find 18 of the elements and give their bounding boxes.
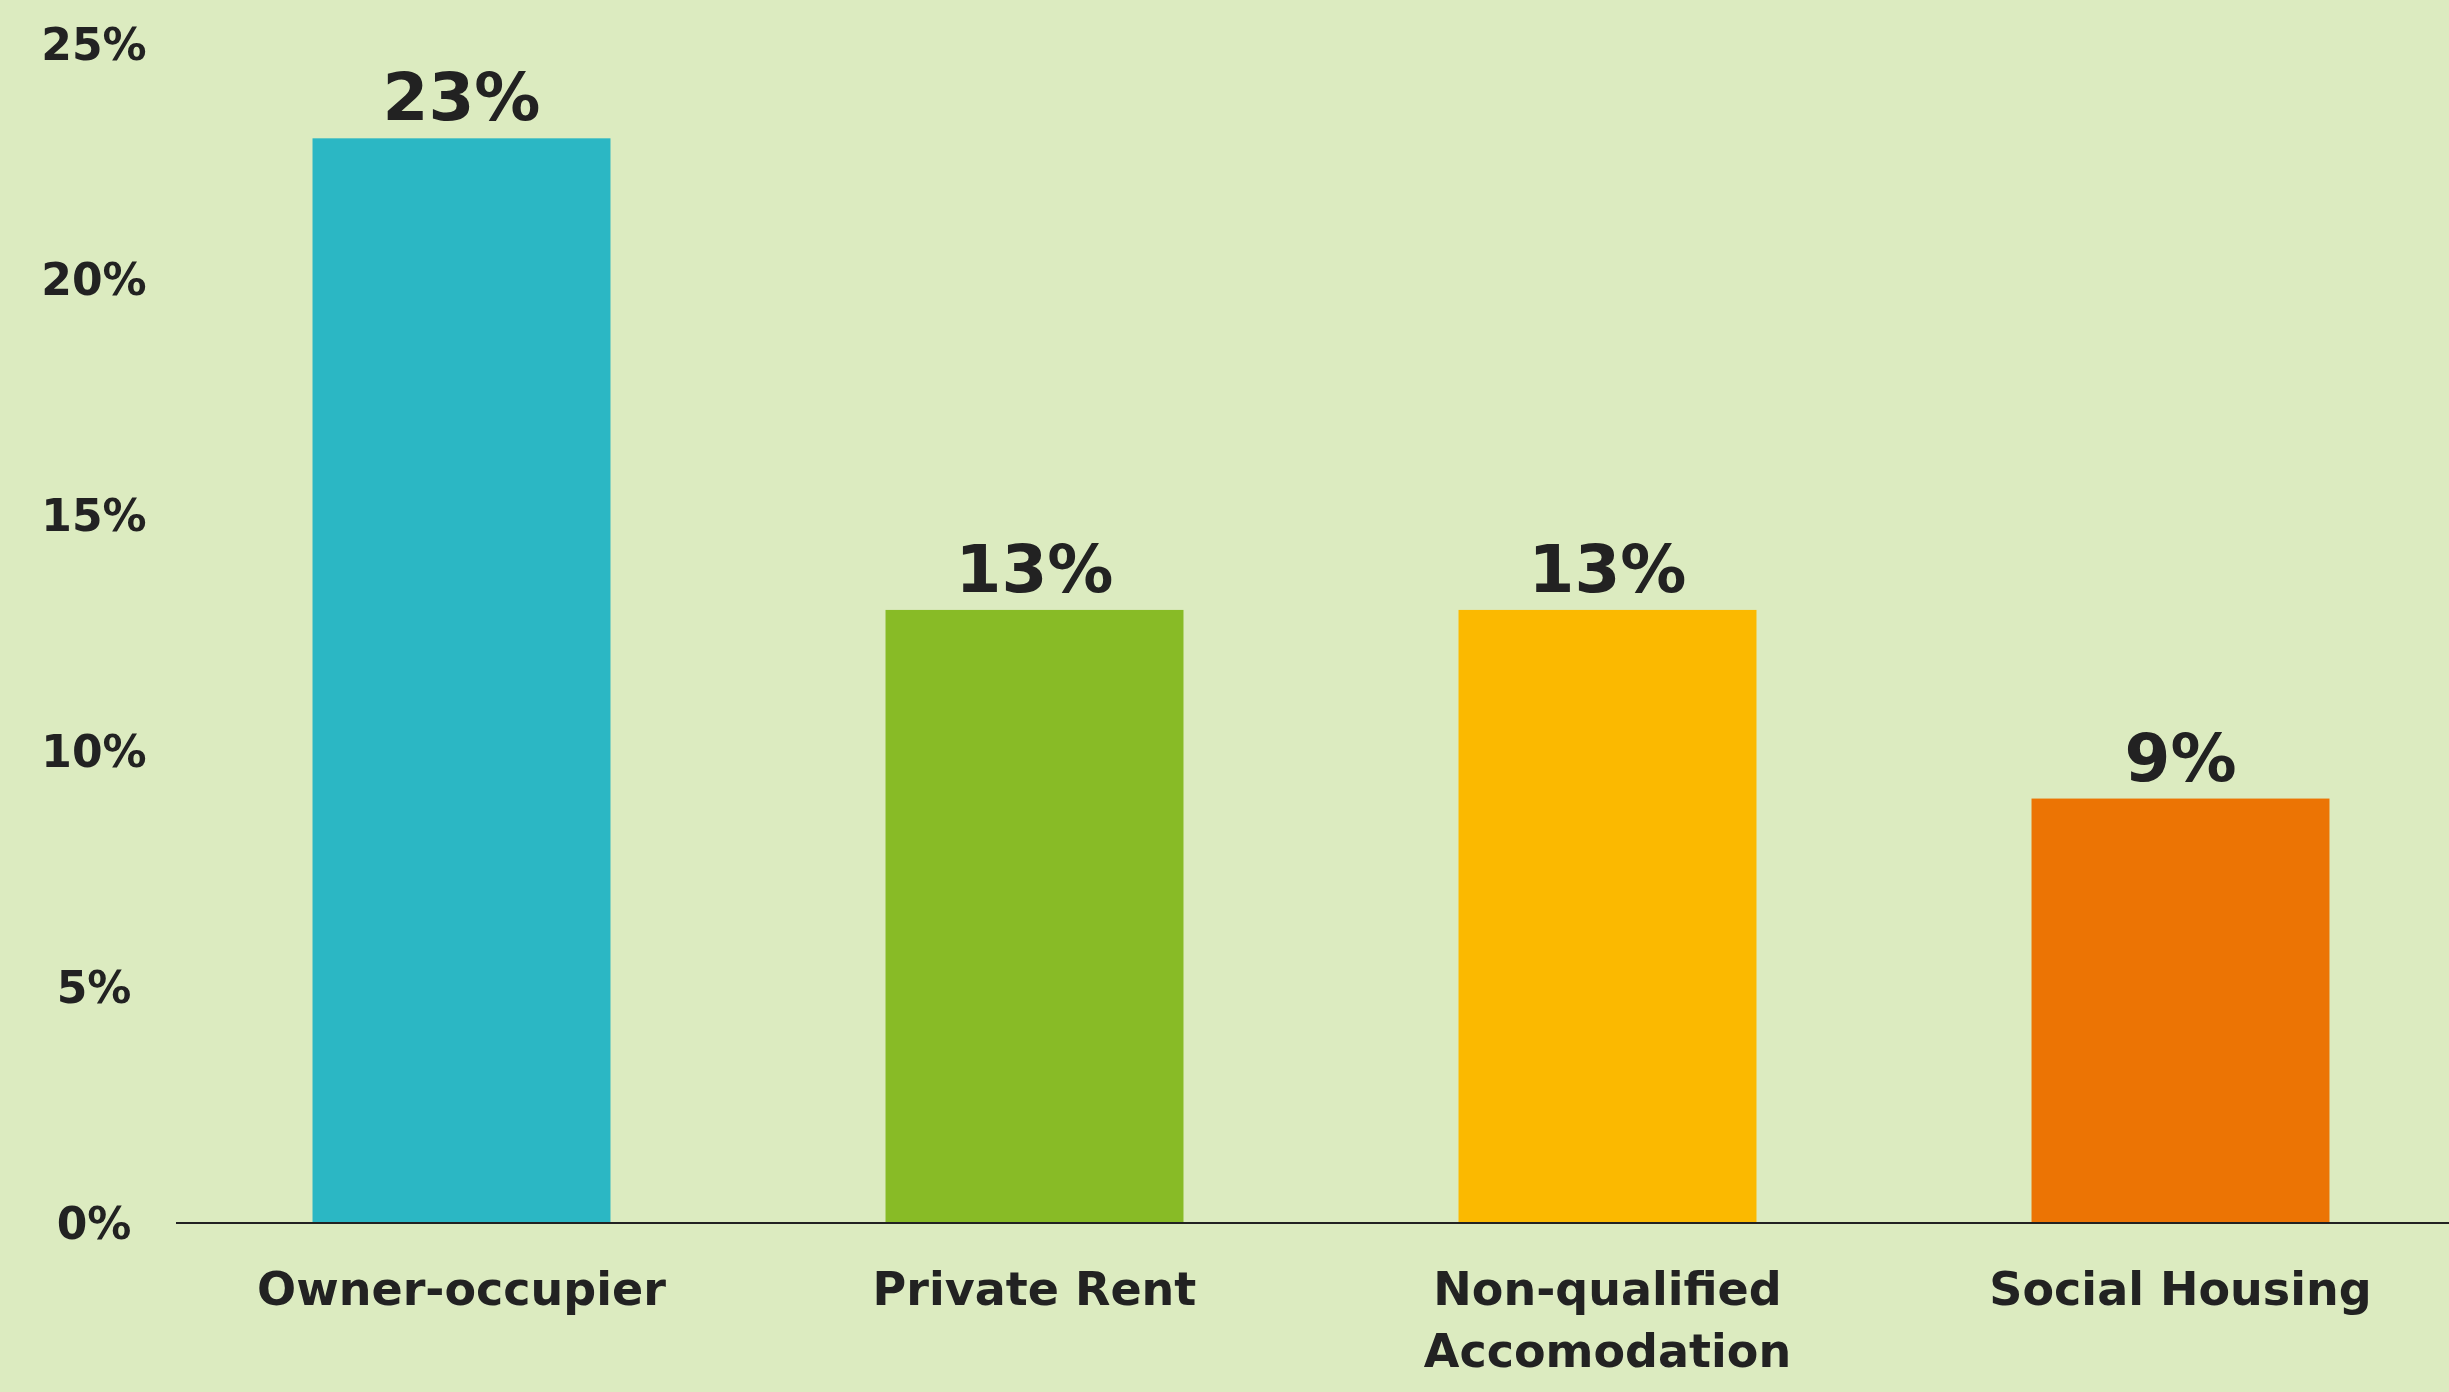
data-label: 23% <box>382 59 541 137</box>
y-tick-label: 15% <box>41 490 147 542</box>
x-tick-label: Private Rent <box>872 1262 1197 1316</box>
data-label: 13% <box>1528 530 1687 608</box>
bar <box>1458 609 1757 1223</box>
x-tick-label: Social Housing <box>1989 1262 2372 1316</box>
bar <box>885 609 1184 1223</box>
x-tick-label: Non-qualified Accomodation <box>1423 1262 1792 1378</box>
y-tick-label: 25% <box>41 18 147 70</box>
x-tick-label: Owner-occupier <box>257 1262 667 1316</box>
y-tick-label: 5% <box>56 961 132 1013</box>
data-label: 9% <box>2124 719 2237 797</box>
y-tick-label: 10% <box>41 725 147 777</box>
y-tick-label: 0% <box>56 1197 132 1249</box>
data-label: 13% <box>955 530 1114 608</box>
y-tick-label: 20% <box>41 254 147 306</box>
bar <box>2031 798 2330 1223</box>
bar <box>312 138 611 1223</box>
